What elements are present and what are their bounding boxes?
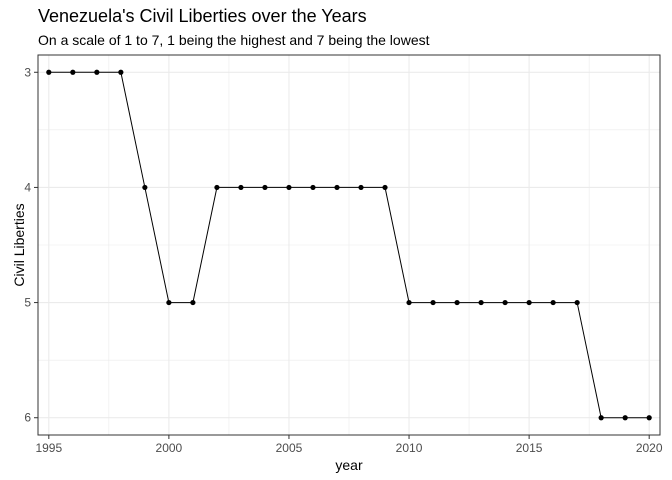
data-point bbox=[262, 184, 268, 191]
data-point bbox=[406, 299, 412, 306]
data-point bbox=[358, 184, 364, 191]
series-line bbox=[48, 71, 650, 419]
data-point bbox=[550, 299, 556, 306]
data-point bbox=[190, 299, 196, 306]
x-tick-label: 2010 bbox=[396, 441, 423, 455]
x-axis-title: year bbox=[335, 457, 363, 473]
data-point bbox=[214, 184, 220, 191]
y-tick-label: 4 bbox=[24, 180, 31, 194]
y-axis-title: Civil Liberties bbox=[11, 203, 27, 286]
minor-gridlines bbox=[38, 55, 660, 435]
x-axis-ticks: 1995 2000 2005 2010 2015 2020 bbox=[35, 435, 663, 455]
y-axis-ticks: 3 4 5 6 bbox=[24, 65, 38, 425]
data-point bbox=[286, 184, 292, 191]
data-point bbox=[478, 299, 484, 306]
data-point bbox=[166, 299, 172, 306]
x-tick-label: 2005 bbox=[276, 441, 303, 455]
data-point bbox=[622, 415, 628, 421]
data-point bbox=[454, 299, 460, 306]
data-point bbox=[46, 69, 52, 75]
x-tick-label: 2015 bbox=[516, 441, 543, 455]
x-tick-label: 1995 bbox=[35, 441, 62, 455]
data-point bbox=[334, 184, 340, 191]
x-tick-label: 2000 bbox=[156, 441, 183, 455]
data-point bbox=[310, 184, 316, 191]
data-point bbox=[238, 184, 244, 191]
y-tick-label: 6 bbox=[24, 411, 31, 425]
data-point bbox=[430, 299, 436, 306]
data-point bbox=[598, 415, 604, 421]
series-line-layer bbox=[48, 71, 650, 419]
y-tick-label: 5 bbox=[24, 296, 31, 310]
y-tick-label: 3 bbox=[24, 65, 31, 79]
data-point bbox=[646, 415, 652, 421]
data-point bbox=[526, 299, 532, 306]
chart-subtitle: On a scale of 1 to 7, 1 being the highes… bbox=[38, 32, 430, 48]
data-point bbox=[382, 184, 388, 191]
data-point bbox=[94, 69, 100, 75]
data-point bbox=[502, 299, 508, 306]
data-point bbox=[142, 184, 148, 191]
panel-border bbox=[37, 54, 661, 436]
data-point bbox=[574, 299, 580, 306]
data-point bbox=[118, 69, 124, 75]
data-points-layer bbox=[46, 69, 652, 421]
data-point bbox=[70, 69, 76, 75]
chart-title: Venezuela's Civil Liberties over the Yea… bbox=[38, 6, 367, 26]
x-tick-label: 2020 bbox=[636, 441, 663, 455]
